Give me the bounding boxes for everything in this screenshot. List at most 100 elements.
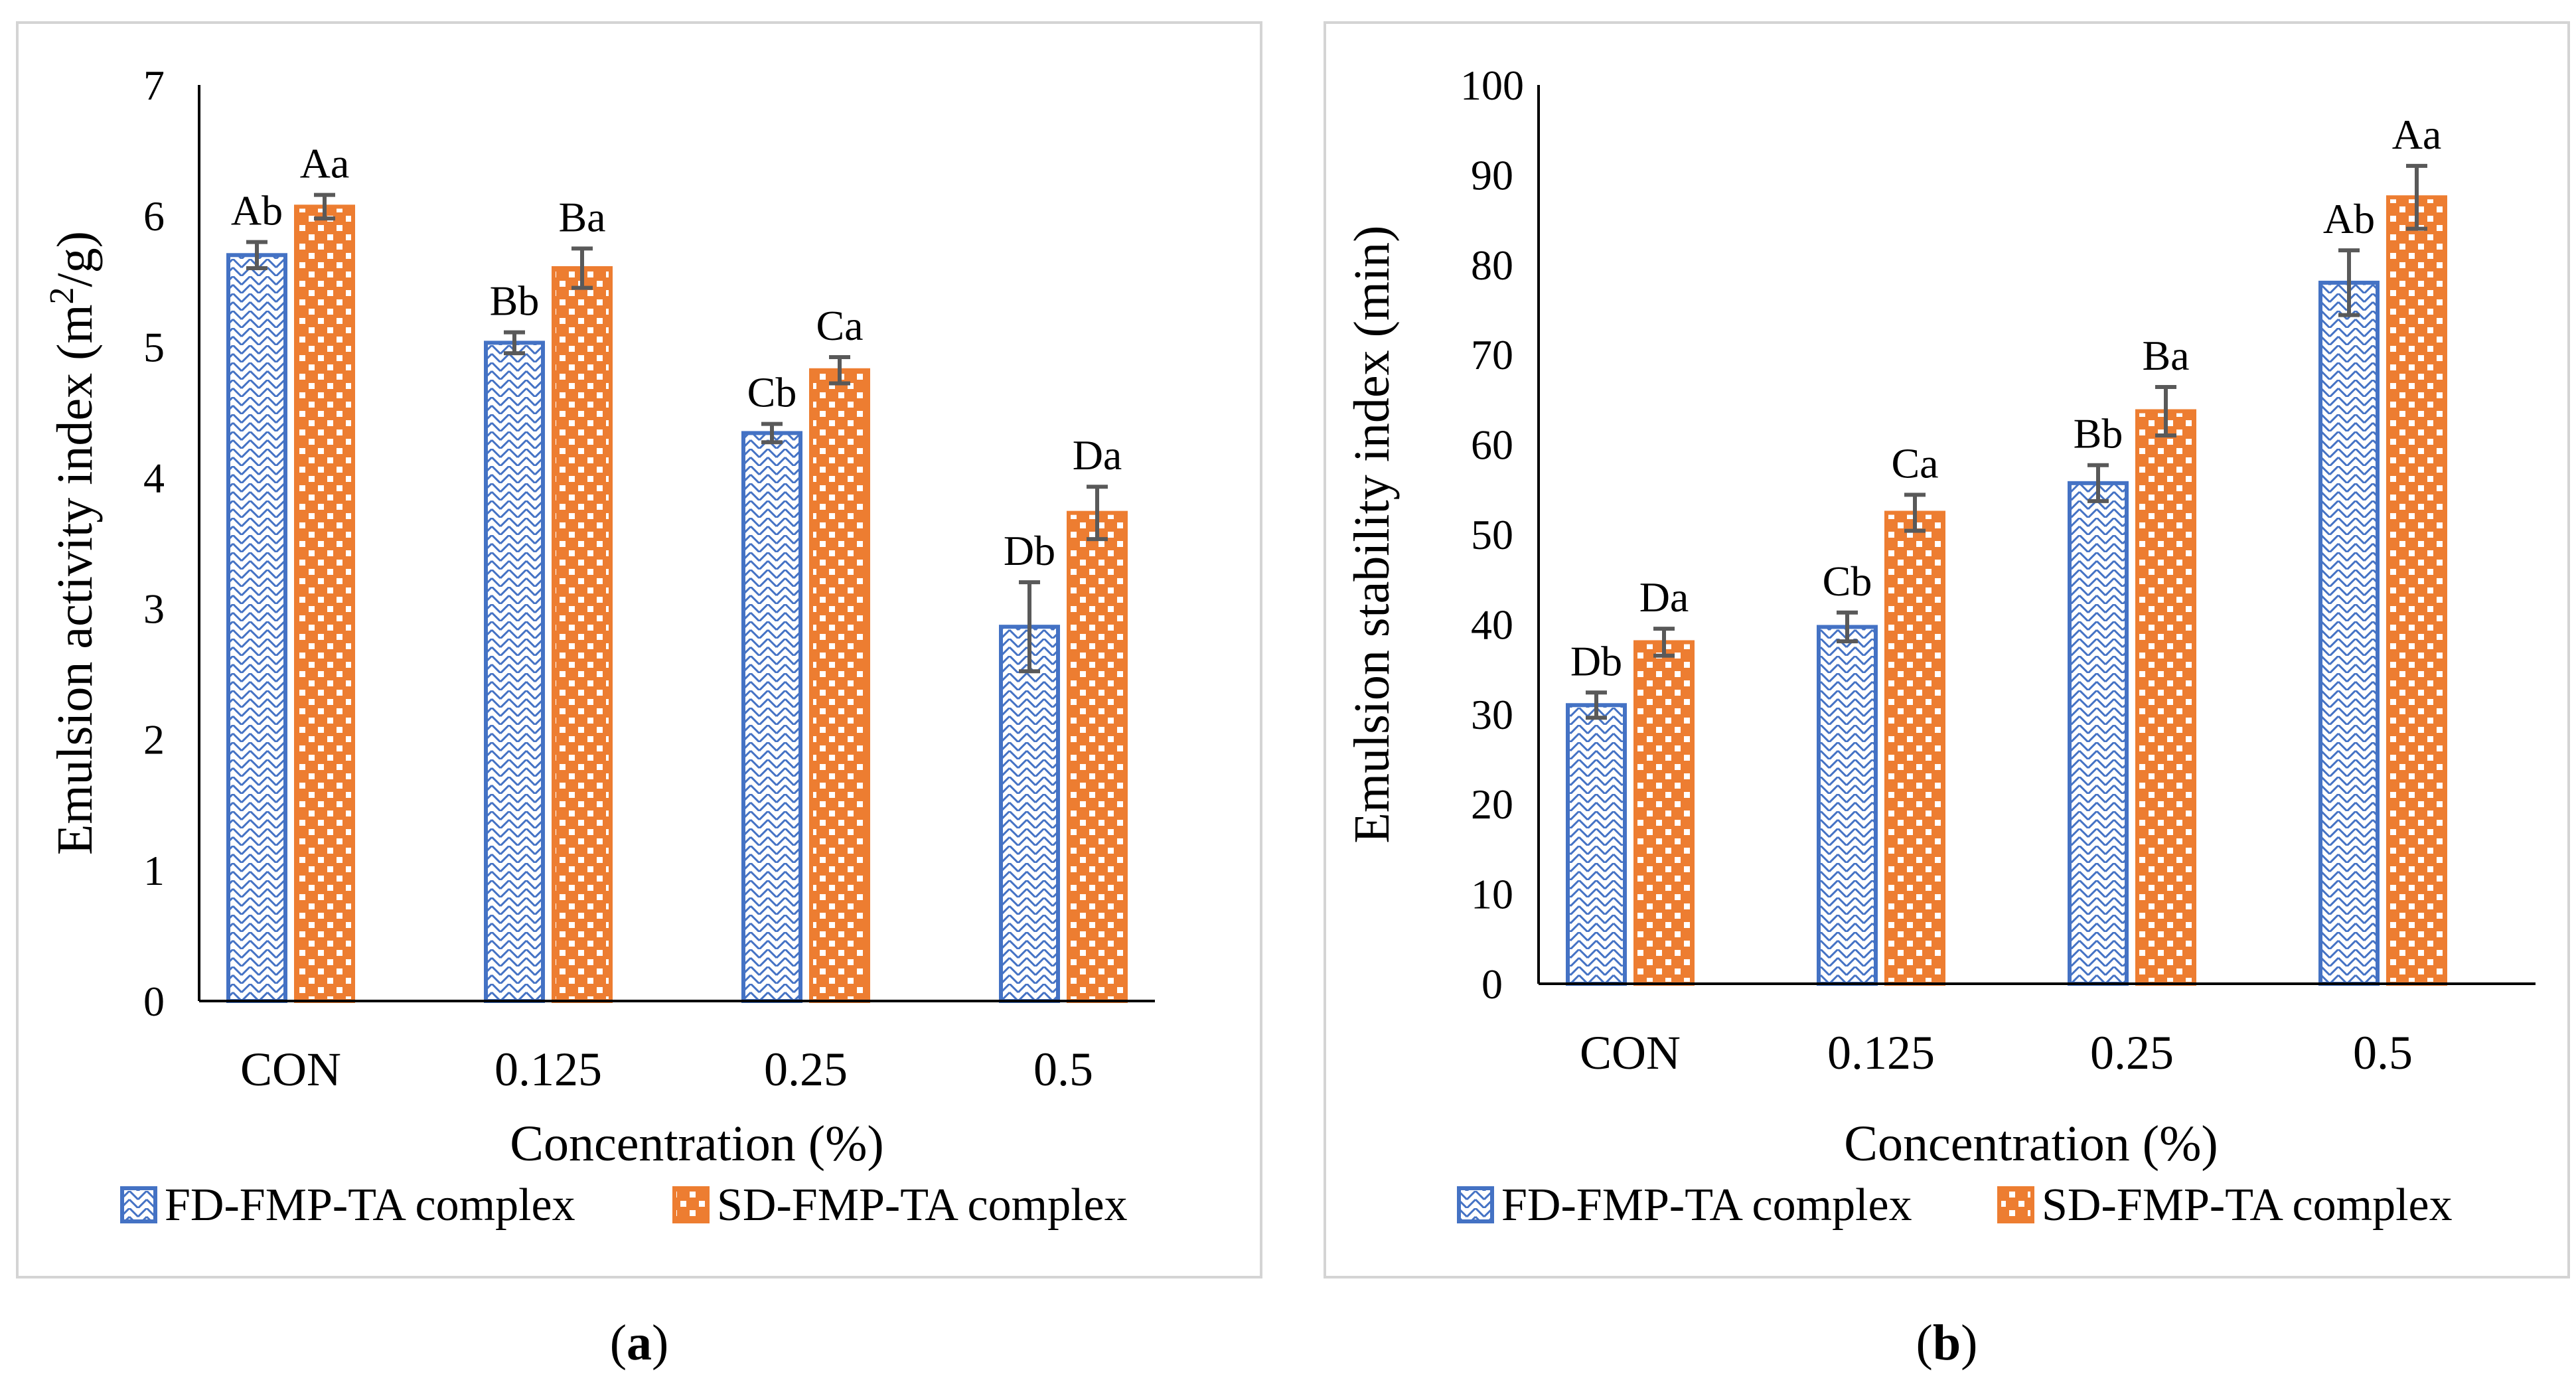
- panel-b-y-tick-7: 70: [1471, 331, 1513, 378]
- panel-b-y-tick-3: 30: [1471, 691, 1513, 738]
- panel-b-bar-fd-1: [1817, 625, 1878, 986]
- panel-b-legend: FD-FMP-TA complex SD-FMP-TA complex: [1457, 1180, 2453, 1231]
- panel-b-x-tick-labels: CON 0.125 0.25 0.5: [1580, 1026, 2413, 1079]
- panel-a-bar-sd-0: [294, 204, 355, 1003]
- panel-a-bar-fd-1: [484, 341, 545, 1003]
- panel-a-bar-sd-2: [809, 368, 870, 1003]
- panel-a-y-tick-7: 7: [143, 62, 165, 109]
- panel-a-y-tick-4: 4: [143, 454, 165, 501]
- panel-a-emulsion-activity-chart: 0 1 2 3 4 5 6 7 Ab Aa Bb Ba Cb Ca Db Da CON 0.125 0.25 0.…: [16, 21, 1262, 1371]
- panel-b-y-tick-6: 60: [1471, 422, 1513, 469]
- panel-b-errorbar-fd-3: [2338, 248, 2360, 317]
- panel-a-bar-sd-3: [1067, 510, 1128, 1003]
- panel-b-errorbar-fd-0: [1586, 690, 1607, 720]
- panel-a-y-tick-2: 2: [143, 716, 165, 763]
- panel-a-bar-fd-3: [999, 625, 1060, 1003]
- panel-a-legend-swatch-fd: [120, 1186, 157, 1223]
- panel-b-frame: [1324, 21, 2570, 1278]
- panel-a-x-tick-1: 0.125: [494, 1043, 602, 1096]
- panel-a-x-tick-0: CON: [240, 1043, 341, 1096]
- panel-a-errorbar-sd-1: [571, 246, 593, 290]
- panel-b-y-tick-4: 40: [1471, 601, 1513, 648]
- panel-a-sig-letter-fd-1: Bb: [490, 277, 540, 325]
- panel-b-legend-swatch-sd: [1997, 1186, 2034, 1223]
- panel-a-bar-fd-2: [741, 431, 802, 1003]
- panel-b-bar-sd-0: [1633, 640, 1695, 986]
- panel-a-bar-fd-0: [226, 253, 287, 1003]
- panel-a-y-tick-5: 5: [143, 323, 165, 370]
- panel-b-legend-label-sd: SD-FMP-TA complex: [2042, 1180, 2453, 1231]
- panel-b-y-ticks: 0 10 20 30 40 50 60 70 80 90 100: [1460, 62, 1524, 1008]
- panel-b-y-tick-1: 10: [1471, 871, 1513, 918]
- panel-b-sig-letter-fd-3: Ab: [2323, 195, 2375, 242]
- panel-b-y-tick-10: 100: [1460, 62, 1524, 109]
- panel-a-sig-letter-sd-3: Da: [1073, 431, 1122, 479]
- panel-b-bar-fd-2: [2068, 481, 2129, 986]
- panel-a-errorbar-fd-0: [246, 240, 267, 270]
- panel-a-sig-letter-fd-3: Db: [1004, 527, 1055, 574]
- panel-a-sig-letter-sd-2: Ca: [816, 302, 863, 349]
- panel-a-y-tick-0: 0: [143, 978, 165, 1025]
- panel-b-y-tick-8: 80: [1471, 242, 1513, 289]
- panel-a-caption-label: (a): [610, 1315, 669, 1371]
- panel-b-x-tick-0: CON: [1580, 1026, 1681, 1079]
- panel-b-sig-letter-sd-0: Da: [1639, 574, 1689, 621]
- panel-b-errorbar-sd-0: [1653, 627, 1675, 658]
- panel-a-y-axis-title: Emulsion activity index (m2/g): [43, 231, 104, 855]
- panel-b-y-axis-title: Emulsion stability index (min): [1344, 226, 1400, 844]
- panel-b-legend-swatch-fd: [1457, 1186, 1494, 1223]
- panel-a-x-tick-labels: CON 0.125 0.25 0.5: [240, 1043, 1093, 1096]
- panel-b-sig-letter-fd-1: Cb: [1823, 558, 1872, 605]
- panel-b-sig-letter-sd-3: Aa: [2392, 111, 2442, 158]
- panel-a-errorbar-sd-2: [829, 355, 850, 386]
- panel-a-bars: Ab Aa Bb Ba Cb Ca Db Da: [226, 140, 1128, 1003]
- panel-b-sig-letter-fd-2: Bb: [2074, 410, 2123, 457]
- panel-a-y-tick-1: 1: [143, 847, 165, 894]
- panel-a-legend-label-fd: FD-FMP-TA complex: [165, 1180, 575, 1231]
- panel-b-sig-letter-sd-1: Ca: [1891, 439, 1938, 487]
- panel-b-y-tick-0: 0: [1481, 961, 1503, 1008]
- panel-b-errorbar-fd-1: [1837, 610, 1858, 644]
- panel-b-bar-sd-3: [2386, 195, 2447, 986]
- panel-b-y-tick-9: 90: [1471, 151, 1513, 198]
- panel-a-errorbar-fd-2: [761, 422, 783, 445]
- panel-b-y-tick-2: 20: [1471, 781, 1513, 828]
- panel-a-errorbar-fd-3: [1019, 580, 1040, 674]
- panel-a-y-ticks: 0 1 2 3 4 5 6 7: [143, 62, 165, 1025]
- panel-a-errorbar-sd-3: [1087, 485, 1108, 542]
- panel-b-y-tick-5: 50: [1471, 511, 1513, 558]
- panel-a-x-axis-title: Concentration (%): [510, 1116, 883, 1172]
- panel-a-legend-label-sd: SD-FMP-TA complex: [717, 1180, 1128, 1231]
- panel-a-sig-letter-sd-0: Aa: [300, 140, 350, 187]
- panel-a-sig-letter-fd-0: Ab: [231, 187, 283, 234]
- panel-b-sig-letter-sd-2: Ba: [2142, 332, 2189, 379]
- panel-b-bar-fd-0: [1566, 703, 1627, 986]
- panel-a-sig-letter-sd-1: Ba: [558, 193, 605, 240]
- panel-b-x-tick-1: 0.125: [1827, 1026, 1935, 1079]
- panel-b-errorbar-sd-1: [1904, 493, 1926, 533]
- panel-b-errorbar-sd-2: [2155, 384, 2176, 438]
- panel-a-bar-sd-1: [552, 266, 613, 1003]
- panel-b-legend-label-fd: FD-FMP-TA complex: [1501, 1180, 1912, 1231]
- panel-b-x-tick-3: 0.5: [2353, 1026, 2413, 1079]
- panel-a-y-tick-6: 6: [143, 193, 165, 240]
- panel-a-legend-swatch-sd: [672, 1186, 710, 1223]
- panel-b-errorbar-sd-3: [2406, 163, 2427, 231]
- panel-b-bar-sd-1: [1884, 510, 1945, 986]
- panel-b-x-tick-2: 0.25: [2090, 1026, 2174, 1079]
- panel-a-x-tick-3: 0.5: [1033, 1043, 1093, 1096]
- panel-a-errorbar-sd-0: [314, 193, 335, 221]
- panel-b-x-axis-title: Concentration (%): [1844, 1116, 2218, 1172]
- panel-a-y-tick-3: 3: [143, 585, 165, 633]
- panel-b-sig-letter-fd-0: Db: [1570, 637, 1622, 684]
- panel-b-bar-fd-3: [2318, 280, 2380, 986]
- panel-b-errorbar-fd-2: [2087, 463, 2109, 503]
- panel-a-legend: FD-FMP-TA complex SD-FMP-TA complex: [120, 1180, 1128, 1231]
- panel-b-bar-sd-2: [2135, 409, 2196, 986]
- panel-a-sig-letter-fd-2: Cb: [747, 369, 797, 416]
- panel-b-caption-label: (b): [1916, 1315, 1978, 1371]
- panel-a-errorbar-fd-1: [504, 330, 525, 356]
- panel-a-x-tick-2: 0.25: [764, 1043, 848, 1096]
